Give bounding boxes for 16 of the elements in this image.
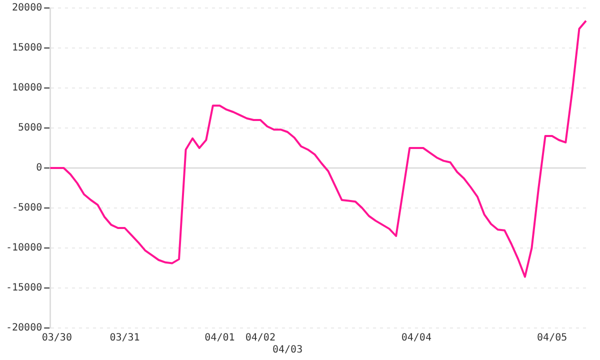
x-tick-label: 03/30 [42, 332, 72, 344]
x-tick-label: 04/02 [245, 332, 276, 344]
y-tick-label: 15000 [12, 42, 42, 54]
x-tick-label: 04/05 [537, 332, 568, 344]
x-tick-label: 04/04 [401, 332, 432, 344]
y-tick-label: 10000 [12, 82, 42, 94]
y-tick-label: -15000 [6, 282, 42, 294]
x-tick-label: 03/31 [110, 332, 140, 344]
y-tick-label: 5000 [18, 122, 42, 134]
x-tick-label: 04/03 [272, 344, 303, 356]
y-tick-label: -20000 [6, 322, 42, 334]
x-tick-label: 04/01 [204, 332, 235, 344]
y-tick-label: 0 [36, 162, 42, 174]
y-tick-label: 20000 [12, 2, 42, 14]
y-tick-label: -5000 [12, 202, 42, 214]
y-tick-label: -10000 [6, 242, 42, 254]
